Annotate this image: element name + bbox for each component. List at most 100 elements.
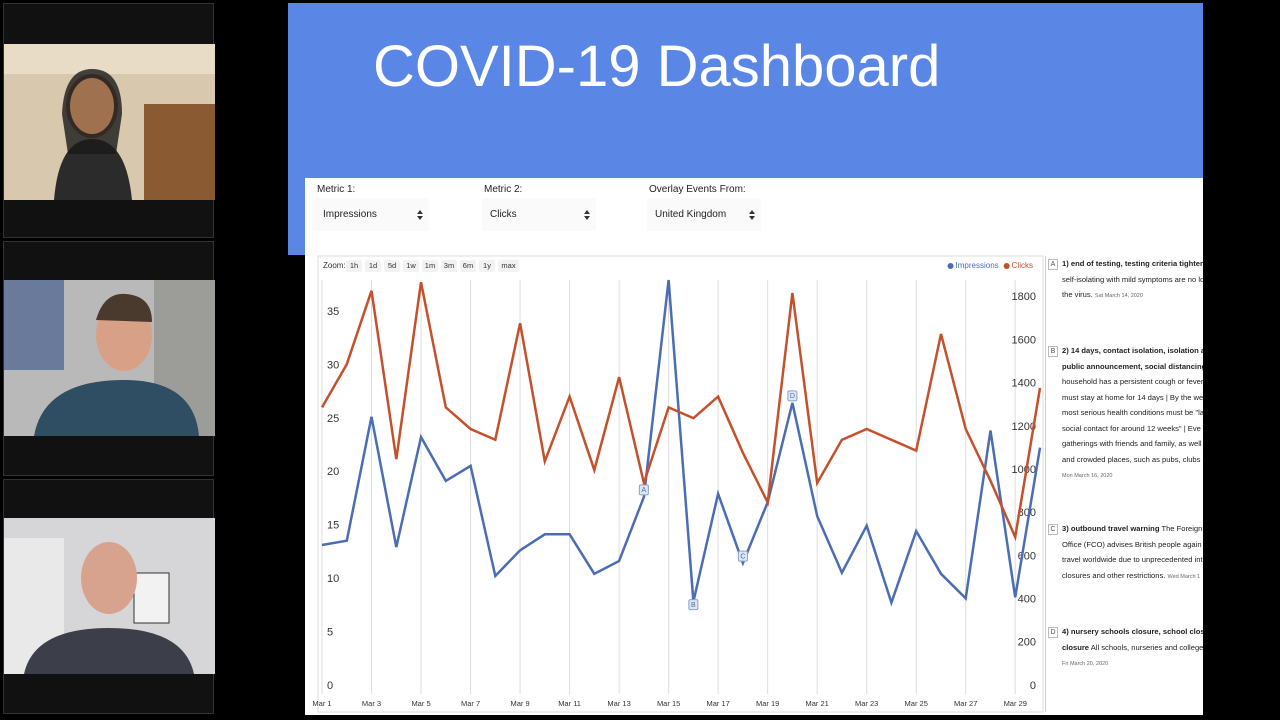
y2-tick-label: 1000 — [1012, 464, 1036, 476]
event-line: social contact for around 12 weeks" | Ev… — [1062, 424, 1201, 433]
dashboard-title: COVID-19 Dashboard — [373, 34, 941, 99]
event-letter: A — [1048, 259, 1058, 270]
zoom-button[interactable]: 6m — [463, 261, 473, 270]
zoom-button[interactable]: 1d — [369, 261, 377, 270]
x-tick-label: Mar 5 — [411, 699, 430, 708]
select[interactable]: United Kingdom — [647, 198, 761, 231]
zoom-button[interactable]: 5d — [388, 261, 396, 270]
zoom-button[interactable]: max — [501, 261, 515, 270]
annotation-flag-bg — [737, 550, 748, 562]
video-tile — [3, 479, 215, 714]
x-tick-label: Mar 21 — [806, 699, 829, 708]
x-tick-label: Mar 25 — [905, 699, 928, 708]
series-line — [320, 281, 1042, 542]
event-line: self-isolating with mild symptoms are no… — [1062, 275, 1203, 284]
zoom-button[interactable]: 3m — [444, 261, 454, 270]
events-panel: A 1) end of testing, testing criteria tig… — [1045, 256, 1203, 712]
legend-label: Impressions — [956, 261, 999, 270]
zoom-button[interactable]: 1y — [483, 261, 491, 270]
annotation-flag-bg — [688, 599, 699, 611]
select-arrow — [584, 210, 590, 220]
select[interactable]: Impressions — [315, 198, 429, 231]
y2-tick-label: 400 — [1018, 594, 1036, 606]
x-tick-label: Mar 1 — [312, 699, 331, 708]
x-tick-label: Mar 19 — [756, 699, 779, 708]
annotation-flag-bg — [638, 484, 649, 496]
x-tick-label: Mar 23 — [855, 699, 878, 708]
y-tick-label: 25 — [327, 413, 339, 425]
y-tick-label: 20 — [327, 466, 339, 478]
x-tick-label: Mar 3 — [362, 699, 381, 708]
x-tick-label: Mar 7 — [461, 699, 480, 708]
event-text: household has a persistent cough or feve… — [1062, 377, 1203, 386]
event-text: gatherings with friends and family, as w… — [1062, 439, 1202, 448]
event-text: travel worldwide due to unprecedented in… — [1062, 555, 1203, 564]
legend-label: Clicks — [1012, 261, 1033, 270]
zoom-button-bg — [403, 260, 419, 272]
y2-tick-label: 1600 — [1012, 334, 1036, 346]
camera-feed — [4, 44, 215, 200]
event-line: 4) nursery schools closure, school clos — [1062, 627, 1203, 636]
event-text: Fri March 20, 2020 — [1062, 661, 1109, 667]
event-line: travel worldwide due to unprecedented in… — [1062, 555, 1203, 564]
y-tick-label: 5 — [327, 626, 333, 638]
zoom-label: Zoom: — [323, 261, 346, 270]
y-tick-label: 15 — [327, 520, 339, 532]
x-tick-label: Mar 11 — [558, 699, 581, 708]
zoom-button-bg — [460, 260, 476, 272]
zoom-button[interactable]: 1w — [406, 261, 416, 270]
select-arrow — [417, 210, 423, 220]
event-line: 3) outbound travel warning The Foreign — [1062, 524, 1202, 533]
annotation-flag-bg — [787, 390, 798, 402]
video-tile — [3, 241, 215, 476]
event-line: most serious health conditions must be "… — [1062, 408, 1203, 417]
event-line: gatherings with friends and family, as w… — [1062, 439, 1202, 448]
annotation-flag[interactable]: D — [790, 393, 795, 400]
event-text: Office (FCO) advises British people agai… — [1062, 539, 1202, 549]
control-label: Metric 1: — [317, 184, 356, 195]
event-text: the virus. — [1062, 290, 1095, 299]
x-tick-label: Mar 27 — [954, 699, 977, 708]
zoom-button-bg — [365, 260, 381, 272]
event-text: 3) outbound travel warning — [1062, 524, 1160, 533]
x-tick-label: Mar 15 — [657, 699, 680, 708]
event-text: most serious health conditions must be "… — [1062, 408, 1203, 417]
series-line — [321, 279, 1042, 607]
event-line: Fri March 20, 2020 — [1062, 658, 1108, 667]
event-text: Sat March 14, 2020 — [1094, 293, 1143, 299]
y-tick-label: 30 — [327, 359, 339, 371]
event-text: public announcement, social distancing — [1062, 361, 1203, 371]
event-text: 4) nursery schools closure, school clos — [1062, 627, 1203, 636]
zoom-button[interactable]: 1h — [350, 261, 358, 270]
event-text: must stay at home for 14 days | By the w… — [1062, 392, 1203, 402]
y-tick-label: 0 — [327, 680, 333, 692]
x-tick-label: Mar 29 — [1004, 699, 1027, 708]
y2-tick-label: 0 — [1030, 680, 1036, 692]
annotation-flag[interactable]: B — [691, 602, 696, 609]
zoom-button[interactable]: 1m — [425, 261, 435, 270]
camera-feed — [4, 280, 215, 436]
y2-tick-label: 1800 — [1012, 291, 1036, 303]
divider — [1045, 256, 1046, 712]
annotation-flag[interactable]: A — [642, 487, 647, 494]
event-letter: D — [1048, 627, 1058, 638]
event-line: closure All schools, nurseries and colle… — [1062, 643, 1203, 652]
event-text: closures and other restrictions. — [1062, 570, 1168, 580]
event-text: self-isolating with mild symptoms are no… — [1062, 274, 1203, 284]
event-line: 1) end of testing, testing criteria tigh… — [1062, 259, 1203, 268]
select-arrow — [749, 210, 755, 220]
y-tick-label: 35 — [327, 306, 339, 318]
control-label: Metric 2: — [484, 184, 523, 195]
event-text: The Foreign — [1159, 524, 1203, 533]
control-label: Overlay Events From: — [649, 184, 746, 195]
select[interactable]: Clicks — [482, 198, 596, 231]
chart-frame — [317, 255, 1044, 713]
event-text: 2) 14 days, contact isolation, isolation… — [1062, 346, 1203, 355]
annotation-flag[interactable]: C — [740, 553, 745, 560]
event-text: Mon March 16, 2020 — [1062, 473, 1113, 479]
x-tick-label: Mar 13 — [607, 699, 630, 708]
y2-tick-label: 1400 — [1012, 378, 1036, 390]
event-letter: B — [1048, 346, 1058, 357]
zoom-button-bg — [498, 260, 519, 272]
